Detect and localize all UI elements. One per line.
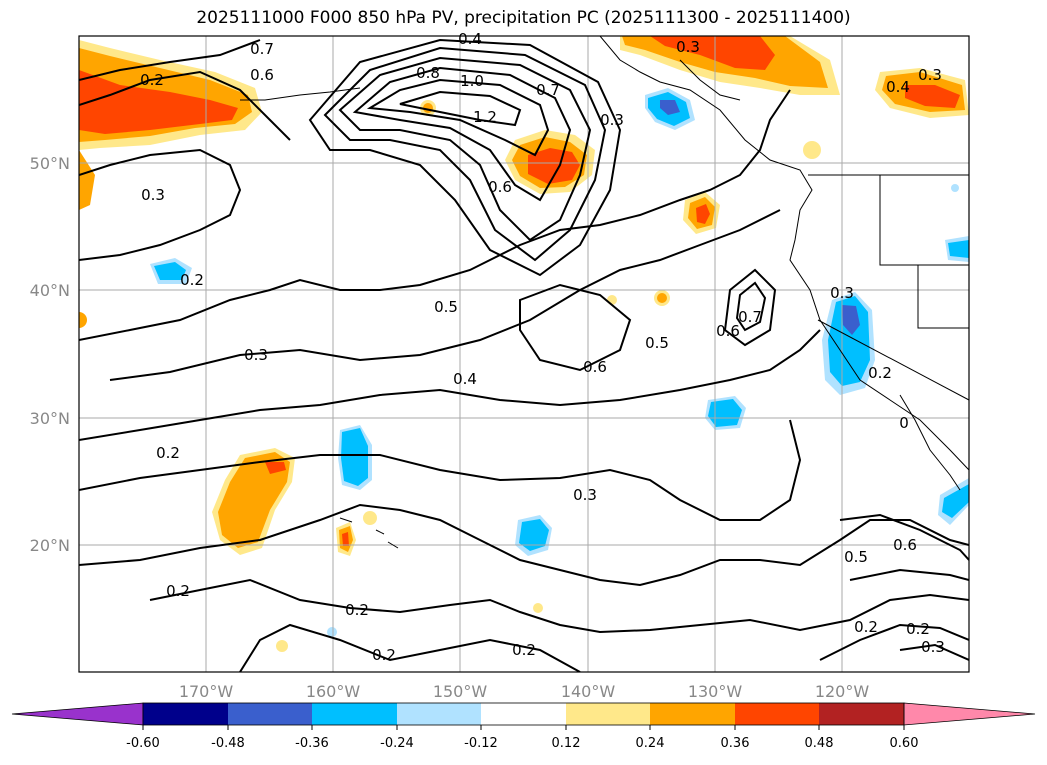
contour-label: 0.3	[141, 186, 165, 204]
contour-label: 0.7	[738, 308, 762, 326]
lon-label-170w: 170°W	[179, 682, 234, 701]
contour-label: 0.5	[645, 334, 669, 352]
contour-label: 1.2	[473, 108, 497, 126]
contour-label: 0.6	[583, 358, 607, 376]
contour-label: 0.4	[453, 370, 477, 388]
lat-label-30n: 30°N	[30, 409, 70, 428]
colorbar-segment	[819, 703, 904, 725]
contour-label: 0.3	[573, 486, 597, 504]
contour-label: 0.4	[458, 30, 482, 48]
colorbar-tick-label: -0.12	[464, 736, 498, 751]
colorbar-tick-label: 0.36	[721, 736, 750, 751]
contour-label: 0.6	[893, 536, 917, 554]
contour-label: 0.5	[844, 548, 868, 566]
colorbar-segment	[143, 703, 228, 725]
contour-label: 0.4	[886, 78, 910, 96]
contour-label: 0.8	[416, 64, 440, 82]
contour-label: 0.6	[716, 322, 740, 340]
contour-label: 0.6	[488, 178, 512, 196]
colorbar-segment	[481, 703, 566, 725]
contour-labels: 0.4 0.7 0.6 0.8 1.0 1.2 0.7 0.3 0.3 0.2 …	[140, 30, 945, 664]
contour-label: 0.2	[180, 271, 204, 289]
longitude-labels: 170°W 160°W 150°W 140°W 130°W 120°W	[179, 682, 870, 701]
contour-label: 0.3	[830, 284, 854, 302]
colorbar-segment	[650, 703, 735, 725]
contour-label: 0.3	[918, 66, 942, 84]
colorbar-tick-label: 0.24	[636, 736, 665, 751]
colorbar-segment	[228, 703, 312, 725]
contour-label: 0.2	[372, 646, 396, 664]
contour-label: 0.2	[906, 620, 930, 638]
colorbar-segment	[312, 703, 397, 725]
contour-label: 0.2	[854, 618, 878, 636]
contour-label: 0.3	[921, 638, 945, 656]
contour-label: 0.2	[345, 601, 369, 619]
contour-label: 0.2	[512, 641, 536, 659]
lat-label-20n: 20°N	[30, 536, 70, 555]
graticule	[79, 36, 969, 672]
colorbar-extend-high	[903, 702, 1036, 726]
colorbar-tick-label: 0.60	[890, 736, 919, 751]
colorbar-extend-low	[11, 702, 144, 726]
colorbar-segment	[735, 703, 819, 725]
pv-contours	[79, 38, 969, 672]
precip-shading	[79, 36, 969, 652]
lon-label-160w: 160°W	[306, 682, 361, 701]
colorbar-tick-label: -0.36	[295, 736, 329, 751]
colorbar-tick-label: 0.48	[805, 736, 834, 751]
lon-label-130w: 130°W	[688, 682, 743, 701]
contour-label: 0.2	[156, 444, 180, 462]
colorbar-tick-label: -0.24	[380, 736, 414, 751]
lon-label-120w: 120°W	[815, 682, 870, 701]
lat-label-50n: 50°N	[30, 154, 70, 173]
latitude-labels: 50°N 40°N 30°N 20°N	[30, 154, 70, 555]
colorbar-tick-label: -0.60	[126, 736, 160, 751]
colorbar-tick-label: 0.12	[552, 736, 581, 751]
lat-label-40n: 40°N	[30, 281, 70, 300]
contour-label: 0.3	[600, 111, 624, 129]
contour-label: 0.2	[166, 582, 190, 600]
contour-label: 0.7	[250, 40, 274, 58]
coastlines	[240, 36, 969, 549]
contour-label: 0.7	[536, 81, 560, 99]
colorbar-tick-label: -0.48	[211, 736, 245, 751]
colorbar: -0.60 -0.48 -0.36 -0.24 -0.12 0.12 0.24 …	[11, 702, 1036, 751]
colorbar-segment	[566, 703, 650, 725]
map-title: 2025111000 F000 850 hPa PV, precipitatio…	[196, 8, 851, 28]
contour-label: 0.3	[244, 346, 268, 364]
contour-label: 0.3	[676, 38, 700, 56]
contour-label: 0.5	[434, 298, 458, 316]
lon-label-140w: 140°W	[561, 682, 616, 701]
contour-label: 0.6	[250, 66, 274, 84]
colorbar-segment	[397, 703, 481, 725]
contour-label: 0	[899, 414, 909, 432]
contour-label: 1.0	[460, 72, 484, 90]
lon-label-150w: 150°W	[433, 682, 488, 701]
contour-label: 0.2	[868, 364, 892, 382]
map-frame	[78, 35, 970, 673]
contour-label: 0.2	[140, 71, 164, 89]
